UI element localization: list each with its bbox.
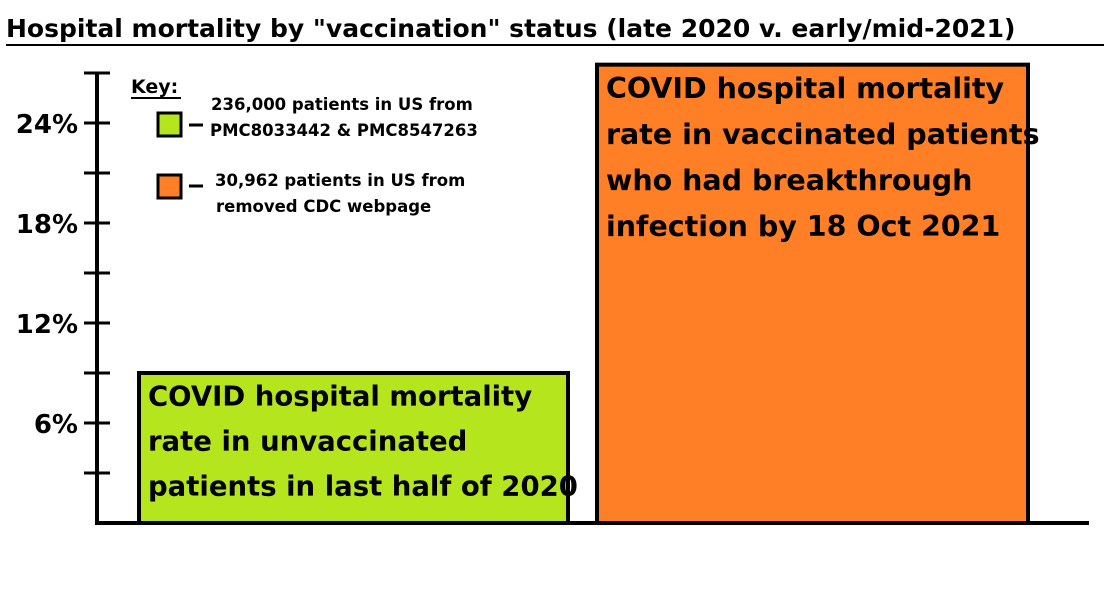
- bar-group: COVID hospital mortality rate in vaccinat…: [595, 62, 1040, 526]
- y-tick-label: 6%: [34, 410, 78, 440]
- bar-label-line: patients in last half of 2020: [148, 470, 578, 502]
- legend-label-line: PMC8033442 & PMC8547263: [210, 121, 478, 140]
- bar-label-line: infection by 18 Oct 2021: [606, 210, 1000, 243]
- y-tick-label: 12%: [16, 310, 78, 340]
- y-tick-label: 18%: [16, 210, 78, 240]
- legend-label-line: 236,000 patients in US from: [211, 95, 473, 114]
- chart-title: Hospital mortality by "vaccination" stat…: [6, 14, 1016, 43]
- legend-swatch: [156, 111, 183, 138]
- bar-label-line: COVID hospital mortality: [148, 380, 532, 412]
- y-tick-label: 24%: [16, 110, 78, 140]
- bar-group: COVID hospital mortality rate in unvaccin…: [137, 371, 578, 525]
- legend-swatch: [156, 173, 183, 200]
- legend-title: Key:: [131, 76, 178, 98]
- bar: [137, 371, 570, 525]
- legend-entry: 236,000 patients in US from PMC8033442 & …: [156, 95, 478, 140]
- bar-label-line: rate in vaccinated patients: [606, 118, 1040, 151]
- bar-label-line: who had breakthrough: [606, 164, 972, 197]
- legend-entry: 30,962 patients in US from removed CDC we…: [156, 171, 465, 216]
- bar: [595, 62, 1030, 526]
- legend-label-line: 30,962 patients in US from: [215, 171, 465, 190]
- bar-label-line: COVID hospital mortality: [606, 72, 1005, 105]
- bar-label-line: rate in unvaccinated: [148, 425, 467, 457]
- legend-label-line: removed CDC webpage: [216, 197, 431, 216]
